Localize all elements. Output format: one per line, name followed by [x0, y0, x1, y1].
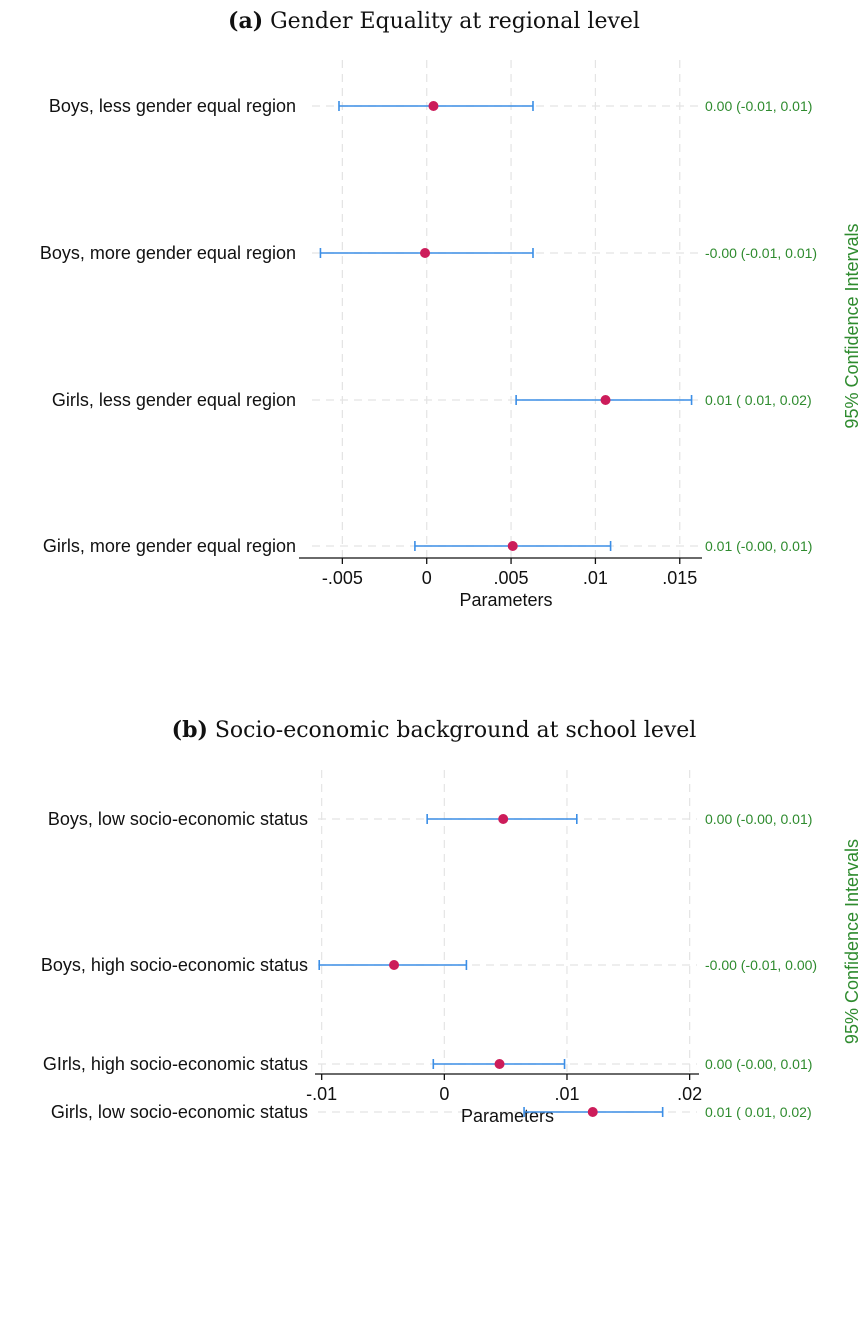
a-ci-text-3: 0.01 (-0.00, 0.01)	[705, 538, 812, 554]
b-xtick-label-3: .02	[677, 1084, 702, 1104]
b-xtick-label-1: 0	[439, 1084, 449, 1104]
b-point-0	[498, 814, 509, 824]
b-point-1	[389, 960, 400, 970]
panel-a-title: (a) Gender Equality at regional level	[0, 8, 868, 34]
a-category-label-1: Boys, more gender equal region	[40, 243, 296, 263]
b-category-label-1: Boys, high socio-economic status	[41, 955, 308, 975]
a-x-axis-label: Parameters	[459, 590, 552, 610]
a-xtick-label-3: .01	[583, 568, 608, 588]
a-point-0	[428, 101, 439, 111]
b-category-label-3: GIrls, high socio-economic status	[43, 1054, 308, 1074]
a-category-label-2: Girls, less gender equal region	[52, 390, 296, 410]
a-category-label-3: Girls, more gender equal region	[43, 536, 296, 556]
panel-b-title-text: Socio-economic background at school leve…	[214, 718, 697, 743]
b-x-axis-label: Parameters	[461, 1106, 554, 1126]
b-right-axis-label: 95% Confidence Intervals	[842, 839, 862, 1044]
chart-socio-economic: -.01 0 .01 .02 Parameters 95% Confidence Inte…	[41, 770, 862, 1126]
b-ci-text-2: 0.01 ( 0.01, 0.02)	[705, 1104, 812, 1120]
b-point-3	[494, 1059, 505, 1069]
a-category-label-0: Boys, less gender equal region	[49, 96, 296, 116]
panel-a-prefix: (a)	[228, 8, 264, 34]
b-category-label-2: Girls, low socio-economic status	[51, 1102, 308, 1122]
b-ci-text-3: 0.00 (-0.00, 0.01)	[705, 1056, 812, 1072]
b-category-label-0: Boys, low socio-economic status	[48, 809, 308, 829]
a-ci-text-1: -0.00 (-0.01, 0.01)	[705, 245, 817, 261]
a-ci-text-0: 0.00 (-0.01, 0.01)	[705, 98, 812, 114]
b-xtick-label-2: .01	[554, 1084, 579, 1104]
b-xtick-label-0: -.01	[306, 1084, 337, 1104]
a-right-axis-label: 95% Confidence Intervals	[842, 223, 862, 428]
a-xtick-label-2: .005	[494, 568, 529, 588]
panel-a-title-text: Gender Equality at regional level	[270, 9, 640, 34]
a-point-3	[507, 541, 518, 551]
a-ci-text-2: 0.01 ( 0.01, 0.02)	[705, 392, 812, 408]
a-point-1	[420, 248, 431, 258]
a-xtick-label-4: .015	[662, 568, 697, 588]
b-ci-text-1: -0.00 (-0.01, 0.00)	[705, 957, 817, 973]
chart-gender-equality: -.005 0 .005 .01 .015 Parameters 95% Confidenc…	[40, 60, 862, 610]
a-point-2	[600, 395, 611, 405]
panel-b-title: (b) Socio-economic background at school …	[0, 717, 868, 743]
panel-b-prefix: (b)	[171, 717, 208, 743]
a-xtick-label-0: -.005	[322, 568, 363, 588]
b-ci-text-0: 0.00 (-0.00, 0.01)	[705, 811, 812, 827]
b-point-2	[587, 1107, 598, 1117]
a-xtick-label-1: 0	[422, 568, 432, 588]
